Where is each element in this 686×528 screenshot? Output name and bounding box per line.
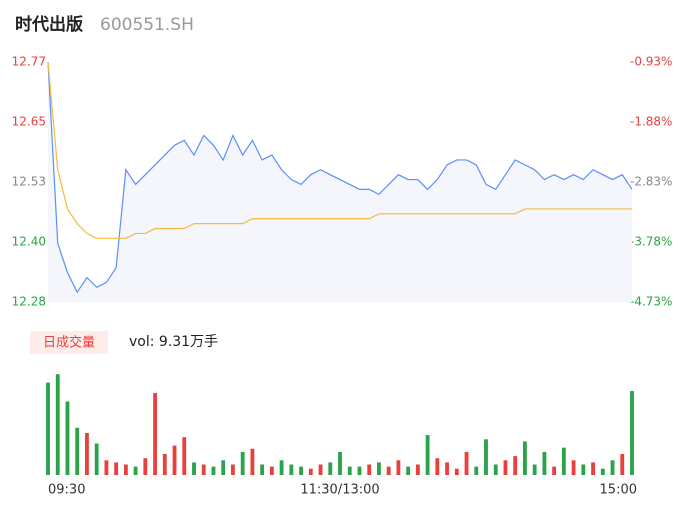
volume-bar xyxy=(415,464,420,475)
volume-bar xyxy=(620,454,625,475)
volume-bar xyxy=(532,464,537,475)
volume-bar xyxy=(591,462,595,475)
volume-bar xyxy=(143,458,148,475)
volume-bar xyxy=(240,451,245,475)
volume-bar xyxy=(192,462,196,475)
y2-tick-label: -3.78% xyxy=(630,235,672,249)
volume-bar xyxy=(425,435,430,475)
volume-bar xyxy=(231,464,235,475)
y2-tick-label: -4.73% xyxy=(630,295,672,309)
volume-bar xyxy=(523,441,527,475)
volume-bar xyxy=(367,464,372,475)
volume-bar xyxy=(172,445,177,475)
volume-bar xyxy=(610,460,615,475)
volume-bar xyxy=(435,458,440,475)
y-tick-label: 12.77 xyxy=(12,55,46,69)
volume-label: vol: 9.31万手 xyxy=(129,334,218,350)
volume-bar xyxy=(85,433,89,475)
volume-bar xyxy=(347,466,352,475)
volume-bar xyxy=(630,391,634,475)
volume-bar xyxy=(318,464,323,475)
volume-bar xyxy=(133,466,138,475)
price-area xyxy=(48,62,632,302)
volume-bar xyxy=(571,460,576,475)
volume-bar xyxy=(250,448,255,475)
y-tick-label: 12.40 xyxy=(12,235,46,249)
volume-bar xyxy=(464,451,469,475)
volume-bar xyxy=(542,451,547,475)
volume-bar xyxy=(328,462,333,475)
volume-bar xyxy=(162,454,167,475)
volume-bar xyxy=(269,466,274,475)
volume-bar xyxy=(561,447,566,475)
volume-bar xyxy=(600,468,605,475)
y-tick-label: 12.28 xyxy=(12,295,46,309)
volume-bar xyxy=(182,437,187,475)
volume-bar xyxy=(201,464,206,475)
stock-code: 600551.SH xyxy=(100,15,194,35)
volume-bar xyxy=(338,451,342,475)
volume-bar xyxy=(55,374,60,475)
y2-tick-label: -1.88% xyxy=(630,115,672,129)
volume-bar xyxy=(308,468,313,475)
average-line xyxy=(47,61,632,239)
volume-bar xyxy=(396,460,401,475)
volume-bar xyxy=(123,464,128,475)
volume-bar xyxy=(153,393,157,475)
volume-legend: 日成交量 xyxy=(43,335,95,351)
volume-bar xyxy=(299,466,303,475)
price-line xyxy=(47,61,633,294)
volume-bar xyxy=(503,460,508,475)
volume-bar xyxy=(114,462,119,475)
x-tick-label: 15:00 xyxy=(600,483,637,498)
volume-bar xyxy=(104,460,109,475)
volume-bar xyxy=(406,466,411,475)
volume-bar xyxy=(377,462,381,475)
volume-bar xyxy=(454,468,459,475)
volume-legend-box xyxy=(30,331,108,354)
stock-name: 时代出版 xyxy=(15,14,83,35)
volume-bar xyxy=(552,466,557,475)
volume-bar xyxy=(46,382,50,475)
volume-bar xyxy=(65,401,70,475)
volume-bar xyxy=(513,456,518,475)
volume-bar xyxy=(484,439,488,475)
y-tick-label: 12.53 xyxy=(12,175,46,189)
volume-bar xyxy=(445,462,449,475)
x-tick-label: 11:30/13:00 xyxy=(300,483,379,498)
y2-tick-label: -0.93% xyxy=(630,55,672,69)
volume-bar xyxy=(289,464,294,475)
volume-bar xyxy=(211,466,216,475)
volume-bar xyxy=(386,466,391,475)
y-tick-label: 12.65 xyxy=(12,115,46,129)
volume-bar xyxy=(221,460,226,475)
volume-bar xyxy=(581,464,586,475)
volume-bar xyxy=(493,464,498,475)
x-tick-label: 09:30 xyxy=(48,483,85,498)
y2-tick-label: -2.83% xyxy=(630,175,672,189)
volume-bar xyxy=(94,443,99,475)
volume-bar xyxy=(260,464,265,475)
volume-bar xyxy=(474,466,479,475)
volume-bar xyxy=(357,466,362,475)
volume-bar xyxy=(279,460,284,475)
volume-bar xyxy=(75,427,80,475)
